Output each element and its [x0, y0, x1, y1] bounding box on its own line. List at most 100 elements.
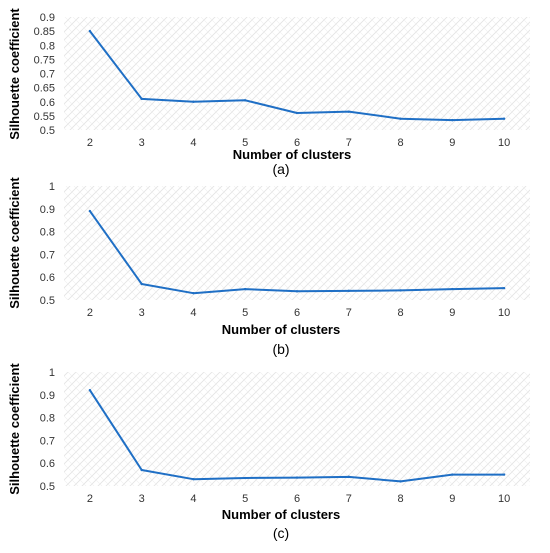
series-a — [88, 29, 506, 122]
series-c — [88, 389, 506, 483]
x-tick-label: 2 — [87, 137, 93, 149]
data-point — [347, 475, 350, 479]
y-tick-label: 0.8 — [40, 40, 55, 52]
x-tick-label: 5 — [242, 307, 248, 319]
y-tick-label: 0.9 — [40, 12, 55, 24]
x-ticks-b: 2 3 4 5 6 7 8 9 10 — [87, 307, 510, 319]
data-point — [192, 100, 195, 103]
y-tick-label: 0.5 — [40, 125, 55, 137]
y-tick-label: 0.7 — [40, 249, 55, 261]
data-point — [244, 476, 247, 480]
y-tick-label: 0.8 — [40, 227, 55, 239]
x-tick-label: 9 — [449, 493, 455, 505]
x-axis-label-c: Number of clusters — [222, 507, 340, 522]
data-point — [347, 289, 350, 293]
data-point — [88, 209, 92, 213]
y-tick-label: 0.6 — [40, 97, 55, 109]
data-point — [399, 117, 402, 120]
y-tick-label: 0.5 — [40, 295, 55, 307]
y-tick-label: 0.5 — [40, 481, 55, 493]
y-tick-label: 0.6 — [40, 272, 55, 284]
y-tick-label: 1 — [49, 367, 55, 379]
x-tick-label: 2 — [87, 307, 93, 319]
data-point — [451, 473, 454, 476]
x-tick-label: 2 — [87, 493, 93, 505]
x-tick-label: 8 — [397, 137, 403, 149]
series-b — [88, 209, 506, 295]
data-point — [502, 473, 506, 476]
x-tick-label: 10 — [498, 307, 510, 319]
x-tick-label: 6 — [294, 137, 300, 149]
x-tick-label: 6 — [294, 307, 300, 319]
y-tick-label: 0.75 — [34, 54, 55, 66]
y-axis-label-a: Silhouette coefficient — [7, 8, 22, 140]
x-tick-label: 9 — [449, 137, 455, 149]
x-tick-label: 4 — [190, 493, 196, 505]
x-tick-label: 3 — [139, 137, 145, 149]
x-tick-label: 7 — [346, 493, 352, 505]
x-ticks-c: 2 3 4 5 6 7 8 9 10 — [87, 493, 510, 505]
x-tick-label: 8 — [397, 493, 403, 505]
data-point — [192, 477, 195, 481]
y-tick-label: 0.6 — [40, 458, 55, 470]
y-tick-label: 1 — [49, 181, 55, 193]
x-axis-label-a: Number of clusters — [233, 147, 351, 162]
data-point — [399, 289, 402, 292]
x-tick-label: 3 — [139, 307, 145, 319]
x-tick-label: 10 — [498, 137, 510, 149]
y-tick-label: 0.65 — [34, 83, 55, 95]
data-point — [88, 29, 92, 33]
data-point — [295, 476, 299, 479]
data-point — [192, 291, 195, 295]
y-tick-label: 0.7 — [40, 435, 55, 447]
caption-a: (a) — [272, 161, 289, 177]
y-tick-label: 0.8 — [40, 413, 55, 425]
data-point — [244, 287, 247, 291]
data-point — [451, 287, 454, 291]
data-point — [88, 389, 92, 392]
x-tick-label: 8 — [397, 307, 403, 319]
y-axis-label-b: Silhouette coefficient — [7, 177, 22, 309]
x-tick-label: 4 — [190, 307, 196, 319]
data-point — [347, 110, 350, 113]
panel-a: 0.5 0.55 0.6 0.65 0.7 0.75 0.8 0.85 0.9 2 3 4 5 6 7 8 9… — [7, 8, 530, 177]
y-ticks-c: 0.5 0.6 0.7 0.8 0.9 1 — [40, 367, 55, 493]
data-point — [399, 480, 402, 483]
x-tick-label: 9 — [449, 307, 455, 319]
data-point — [140, 468, 143, 472]
y-tick-label: 0.9 — [40, 204, 55, 216]
plot-area-b — [64, 186, 530, 300]
data-point — [140, 97, 143, 101]
x-tick-label: 7 — [346, 137, 352, 149]
data-point — [244, 99, 247, 102]
y-tick-label: 0.7 — [40, 69, 55, 81]
y-axis-label-c: Silhouette coefficient — [7, 363, 22, 495]
data-point — [140, 282, 143, 286]
caption-b: (b) — [272, 341, 289, 357]
data-point — [502, 286, 506, 290]
caption-c: (c) — [273, 525, 289, 541]
y-tick-label: 0.85 — [34, 26, 55, 38]
panel-c: 0.5 0.6 0.7 0.8 0.9 1 2 3 4 5 6 7 8 9 10 Silhouette c… — [7, 363, 530, 541]
x-tick-label: 3 — [139, 493, 145, 505]
x-tick-label: 5 — [242, 137, 248, 149]
x-tick-label: 7 — [346, 307, 352, 319]
y-tick-label: 0.55 — [34, 111, 55, 123]
panel-b: 0.5 0.6 0.7 0.8 0.9 1 2 3 4 5 6 7 8 9 10 Silhouette c… — [7, 177, 530, 357]
plot-area-c — [64, 372, 530, 486]
x-ticks-a: 2 3 4 5 6 7 8 9 10 — [87, 137, 510, 149]
data-point — [295, 111, 299, 115]
x-tick-label: 4 — [190, 137, 196, 149]
data-point — [451, 118, 454, 122]
y-ticks-a: 0.5 0.55 0.6 0.65 0.7 0.75 0.8 0.85 0.9 — [34, 12, 55, 137]
x-tick-label: 6 — [294, 493, 300, 505]
y-tick-label: 0.9 — [40, 390, 55, 402]
y-ticks-b: 0.5 0.6 0.7 0.8 0.9 1 — [40, 181, 55, 307]
x-axis-label-b: Number of clusters — [222, 322, 340, 337]
x-tick-label: 5 — [242, 493, 248, 505]
data-point — [295, 290, 299, 293]
plot-area-a — [64, 17, 530, 130]
x-tick-label: 10 — [498, 493, 510, 505]
data-point — [502, 117, 506, 120]
